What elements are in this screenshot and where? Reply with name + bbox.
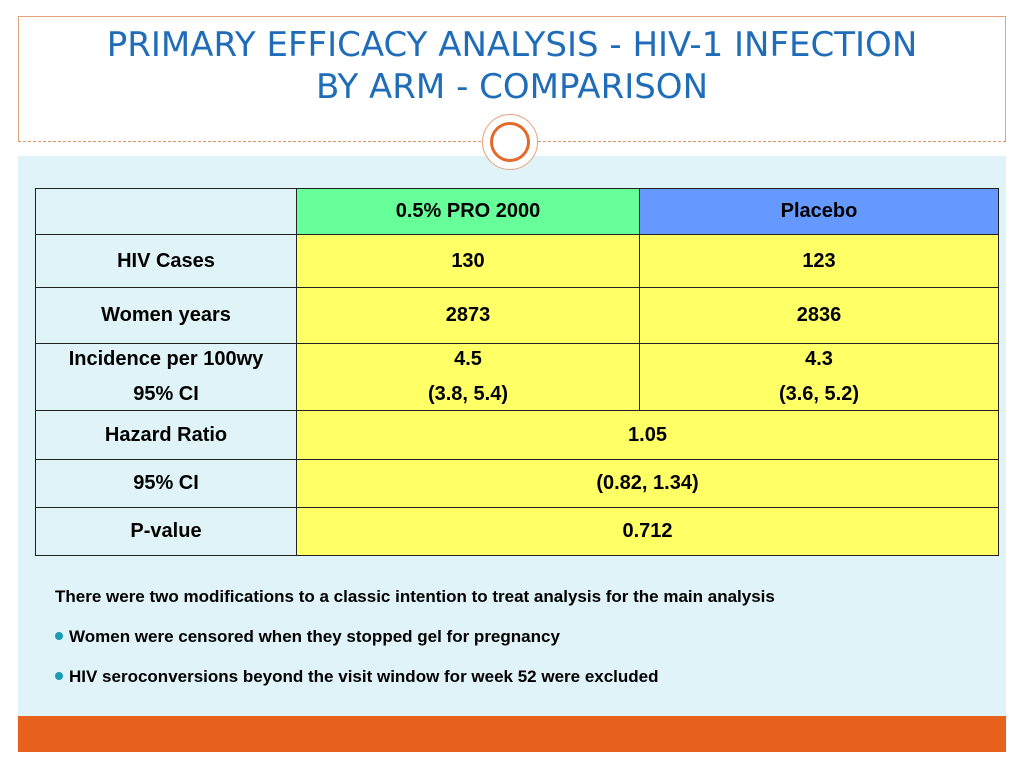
note-bullet-text: Women were censored when they stopped ge… (69, 627, 560, 646)
cell-pro2000: 2873 (296, 287, 640, 344)
bullet-icon (55, 672, 63, 680)
bullet-icon (55, 632, 63, 640)
row-label: Incidence per 100wy 95% CI (35, 343, 297, 411)
incidence-pro2000: 4.5 (454, 348, 482, 370)
slide-title: PRIMARY EFFICACY ANALYSIS - HIV-1 INFECT… (18, 24, 1006, 108)
incidence-label: Incidence per 100wy (68, 348, 264, 370)
row-label: HIV Cases (35, 234, 297, 288)
row-label: Hazard Ratio (35, 410, 297, 460)
slide-title-line-1: PRIMARY EFFICACY ANALYSIS - HIV-1 INFECT… (106, 25, 918, 65)
cell-pro2000: 4.5 (3.8, 5.4) (296, 343, 640, 411)
list-item: Women were censored when they stopped ge… (55, 625, 995, 665)
slide-title-line-2: BY ARM - COMPARISON (316, 67, 708, 107)
circle-ornament-icon (482, 114, 538, 170)
cell-p-value: 0.712 (296, 507, 999, 556)
table-row: HIV Cases 130 123 (35, 234, 999, 288)
efficacy-table: 0.5% PRO 2000 Placebo HIV Cases 130 123 … (35, 188, 999, 556)
header-placebo: Placebo (639, 188, 999, 235)
row-label: P-value (35, 507, 297, 556)
cell-placebo: 123 (639, 234, 999, 288)
header-pro2000: 0.5% PRO 2000 (296, 188, 640, 235)
table-row: 95% CI (0.82, 1.34) (35, 459, 999, 508)
circle-ornament-ring (490, 122, 530, 162)
header-empty-cell (35, 188, 297, 235)
notes-intro: There were two modifications to a classi… (55, 587, 775, 606)
cell-placebo: 4.3 (3.6, 5.2) (639, 343, 999, 411)
note-bullet-text: HIV seroconversions beyond the visit win… (69, 667, 659, 686)
cell-placebo: 2836 (639, 287, 999, 344)
table-row: P-value 0.712 (35, 507, 999, 556)
incidence-placebo: 4.3 (805, 348, 833, 370)
cell-pro2000: 130 (296, 234, 640, 288)
incidence-placebo-ci: (3.6, 5.2) (778, 383, 860, 405)
incidence-ci-label: 95% CI (133, 383, 199, 405)
row-label: 95% CI (35, 459, 297, 508)
cell-hazard-ratio: 1.05 (296, 410, 999, 460)
table-row: Hazard Ratio 1.05 (35, 410, 999, 460)
list-item: HIV seroconversions beyond the visit win… (55, 665, 995, 705)
notes-section: There were two modifications to a classi… (55, 585, 995, 705)
cell-hr-ci: (0.82, 1.34) (296, 459, 999, 508)
incidence-pro2000-ci: (3.8, 5.4) (427, 383, 509, 405)
table-row: Incidence per 100wy 95% CI 4.5 (3.8, 5.4… (35, 343, 999, 411)
table-header-row: 0.5% PRO 2000 Placebo (35, 188, 999, 235)
row-label: Women years (35, 287, 297, 344)
table-row: Women years 2873 2836 (35, 287, 999, 344)
footer-accent-bar (18, 716, 1006, 752)
